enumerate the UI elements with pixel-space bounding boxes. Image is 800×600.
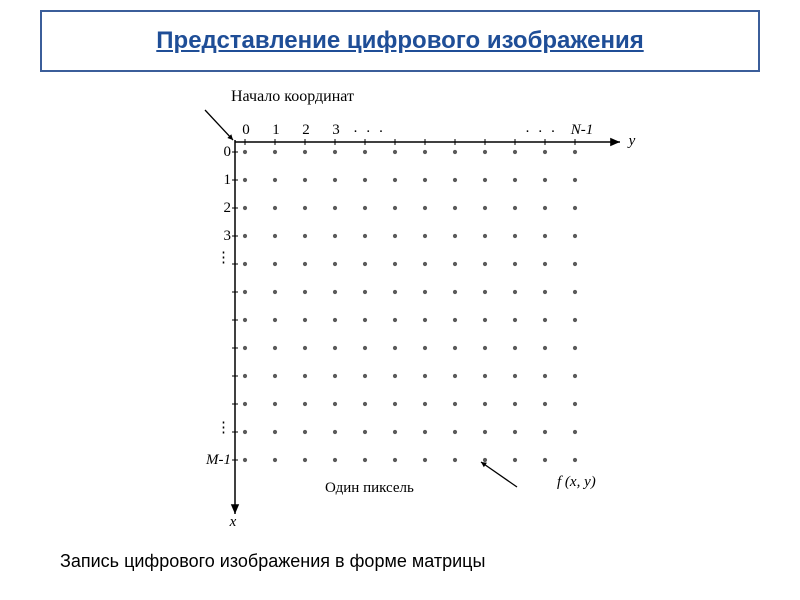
diagram-svg: [165, 82, 635, 524]
page-title: Представление цифрового изображения: [156, 27, 643, 55]
diagram-area: Начало координат 0 1 2 3 · · · · · · N-1…: [165, 82, 635, 524]
title-box: Представление цифрового изображения: [40, 10, 760, 72]
caption: Запись цифрового изображения в форме мат…: [60, 551, 485, 572]
